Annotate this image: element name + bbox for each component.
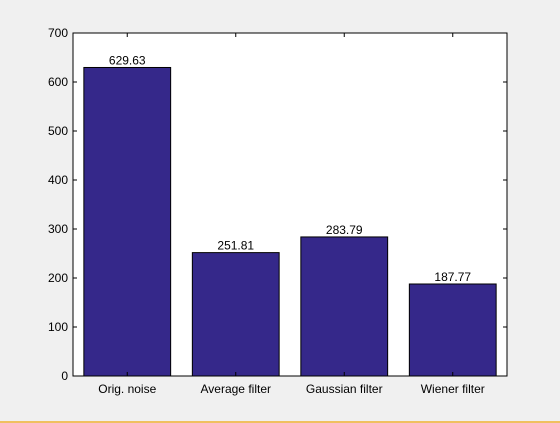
y-tick-label-2: 200 bbox=[48, 271, 68, 285]
y-tick-label-4: 400 bbox=[48, 173, 68, 187]
y-tick-label-6: 600 bbox=[48, 75, 68, 89]
x-tick-label-2: Gaussian filter bbox=[306, 382, 383, 396]
bar-0 bbox=[83, 66, 172, 377]
bars-group bbox=[83, 66, 497, 377]
y-tick-label-7: 700 bbox=[48, 26, 68, 40]
bar-3 bbox=[408, 283, 497, 377]
value-label-1: 251.81 bbox=[217, 239, 254, 253]
x-axis: Orig. noise Average filter Gaussian filter… bbox=[98, 33, 485, 396]
y-tick-label-0: 0 bbox=[61, 369, 68, 383]
y-tick-label-3: 300 bbox=[48, 222, 68, 236]
x-tick-label-3: Wiener filter bbox=[421, 382, 485, 396]
y-tick-label-5: 500 bbox=[48, 124, 68, 138]
bar-1 bbox=[191, 252, 280, 377]
x-tick-label-1: Average filter bbox=[201, 382, 271, 396]
value-label-2: 283.79 bbox=[326, 223, 363, 237]
y-axis: 0 100 200 300 400 500 600 700 bbox=[48, 26, 507, 383]
bar-2 bbox=[300, 236, 389, 377]
y-tick-label-1: 100 bbox=[48, 320, 68, 334]
bottom-border bbox=[0, 421, 560, 423]
value-labels-group: 629.63 251.81 283.79 187.77 bbox=[109, 53, 472, 284]
value-label-0: 629.63 bbox=[109, 53, 146, 67]
value-label-3: 187.77 bbox=[434, 270, 471, 284]
x-tick-label-0: Orig. noise bbox=[98, 382, 156, 396]
